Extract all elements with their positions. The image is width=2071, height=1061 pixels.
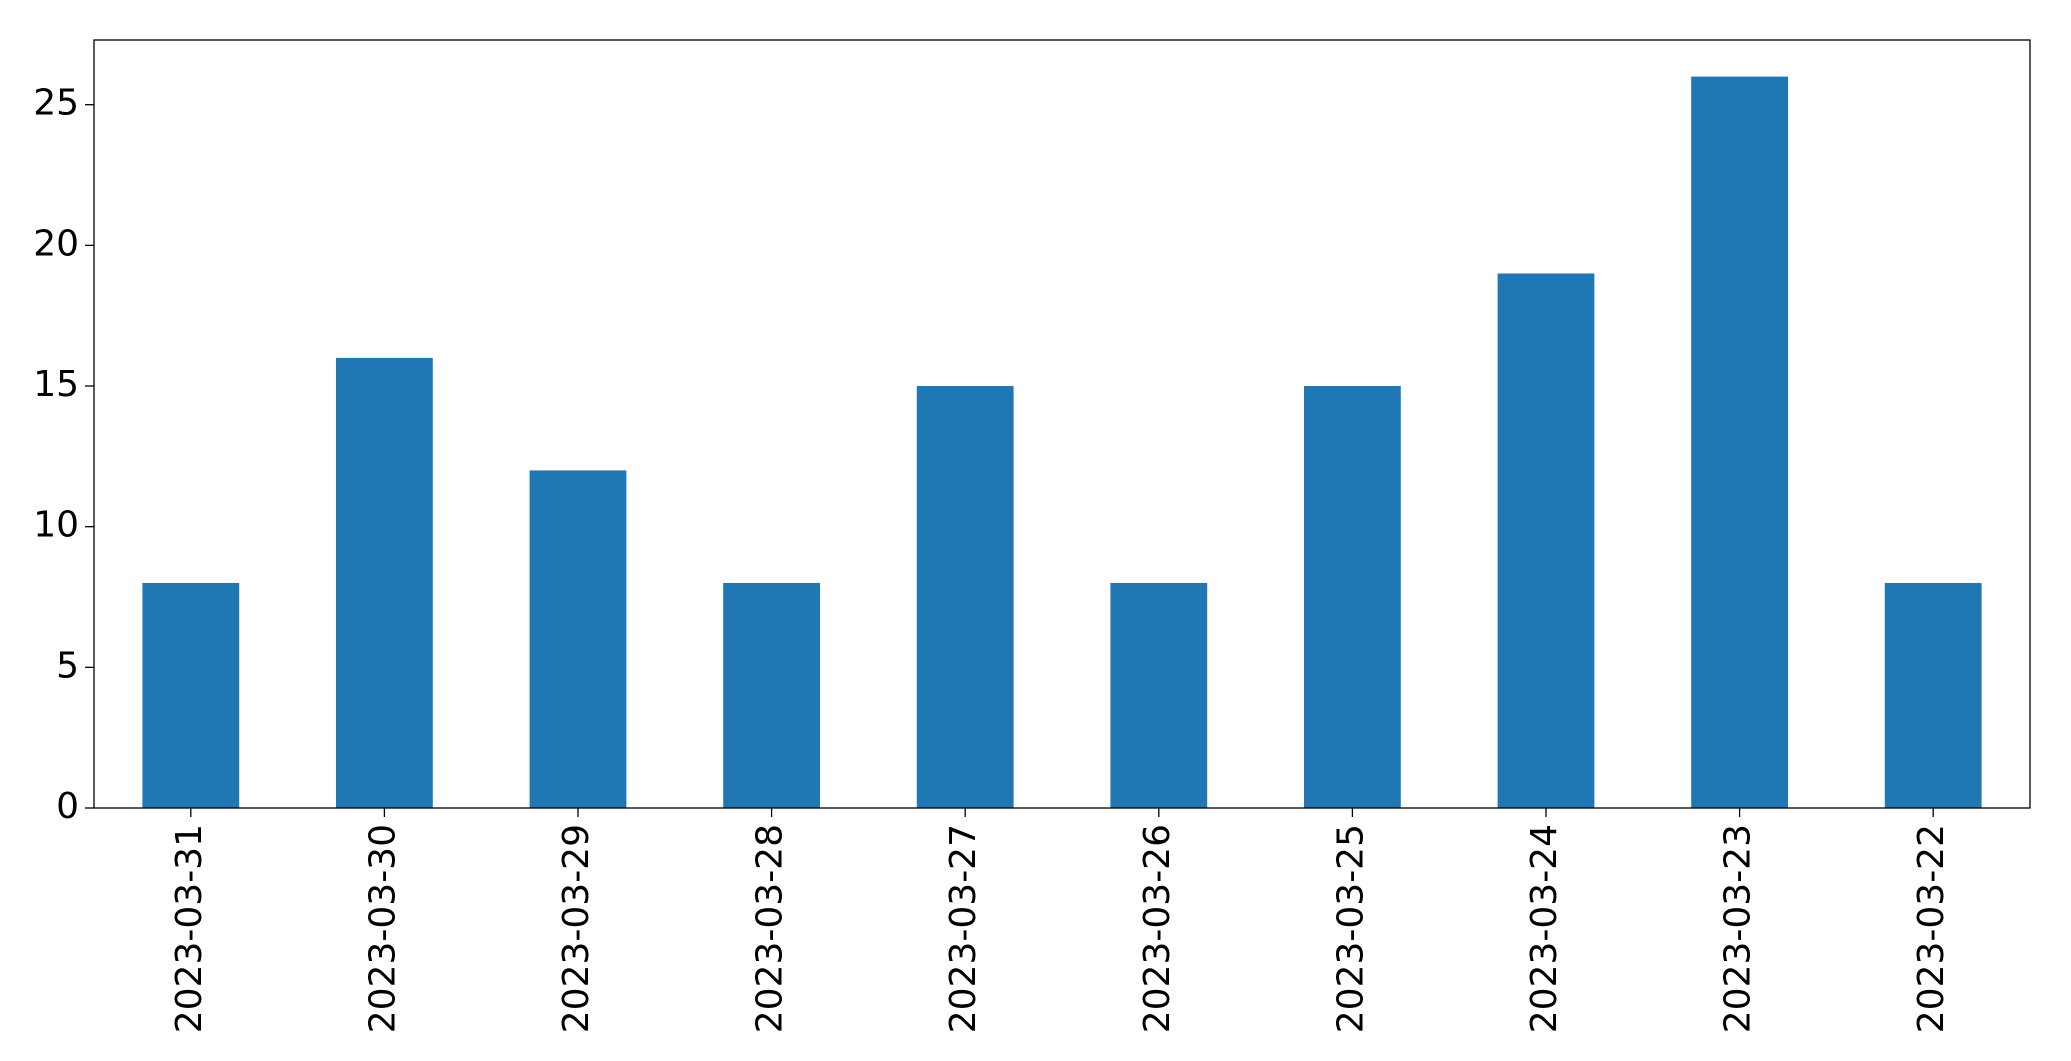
x-tick-label: 2023-03-31 <box>169 824 210 1033</box>
y-tick-label: 5 <box>56 645 79 686</box>
x-tick-label: 2023-03-25 <box>1330 824 1371 1033</box>
x-tick-label: 2023-03-27 <box>943 824 984 1033</box>
bar <box>1110 582 1208 808</box>
x-tick-label: 2023-03-29 <box>556 824 597 1033</box>
y-tick-label: 0 <box>56 786 79 827</box>
bar <box>1304 386 1401 808</box>
bar <box>529 470 627 808</box>
bar <box>142 582 240 808</box>
bar <box>336 357 433 808</box>
x-tick-label: 2023-03-30 <box>362 824 403 1033</box>
y-tick-label: 10 <box>33 505 79 546</box>
y-tick-label: 20 <box>33 223 79 264</box>
y-tick-label: 15 <box>33 364 79 405</box>
bar <box>1691 76 1788 809</box>
x-tick-label: 2023-03-28 <box>750 824 791 1033</box>
x-tick-label: 2023-03-24 <box>1524 824 1565 1033</box>
bar <box>723 582 820 808</box>
y-tick-label: 25 <box>33 83 79 124</box>
plot-frame <box>93 39 2031 809</box>
x-tick-label: 2023-03-26 <box>1137 824 1178 1033</box>
bar <box>1884 582 1982 808</box>
bar <box>1497 273 1595 808</box>
x-tick-label: 2023-03-22 <box>1911 824 1952 1033</box>
x-tick-label: 2023-03-23 <box>1718 824 1759 1033</box>
bar <box>916 386 1014 808</box>
